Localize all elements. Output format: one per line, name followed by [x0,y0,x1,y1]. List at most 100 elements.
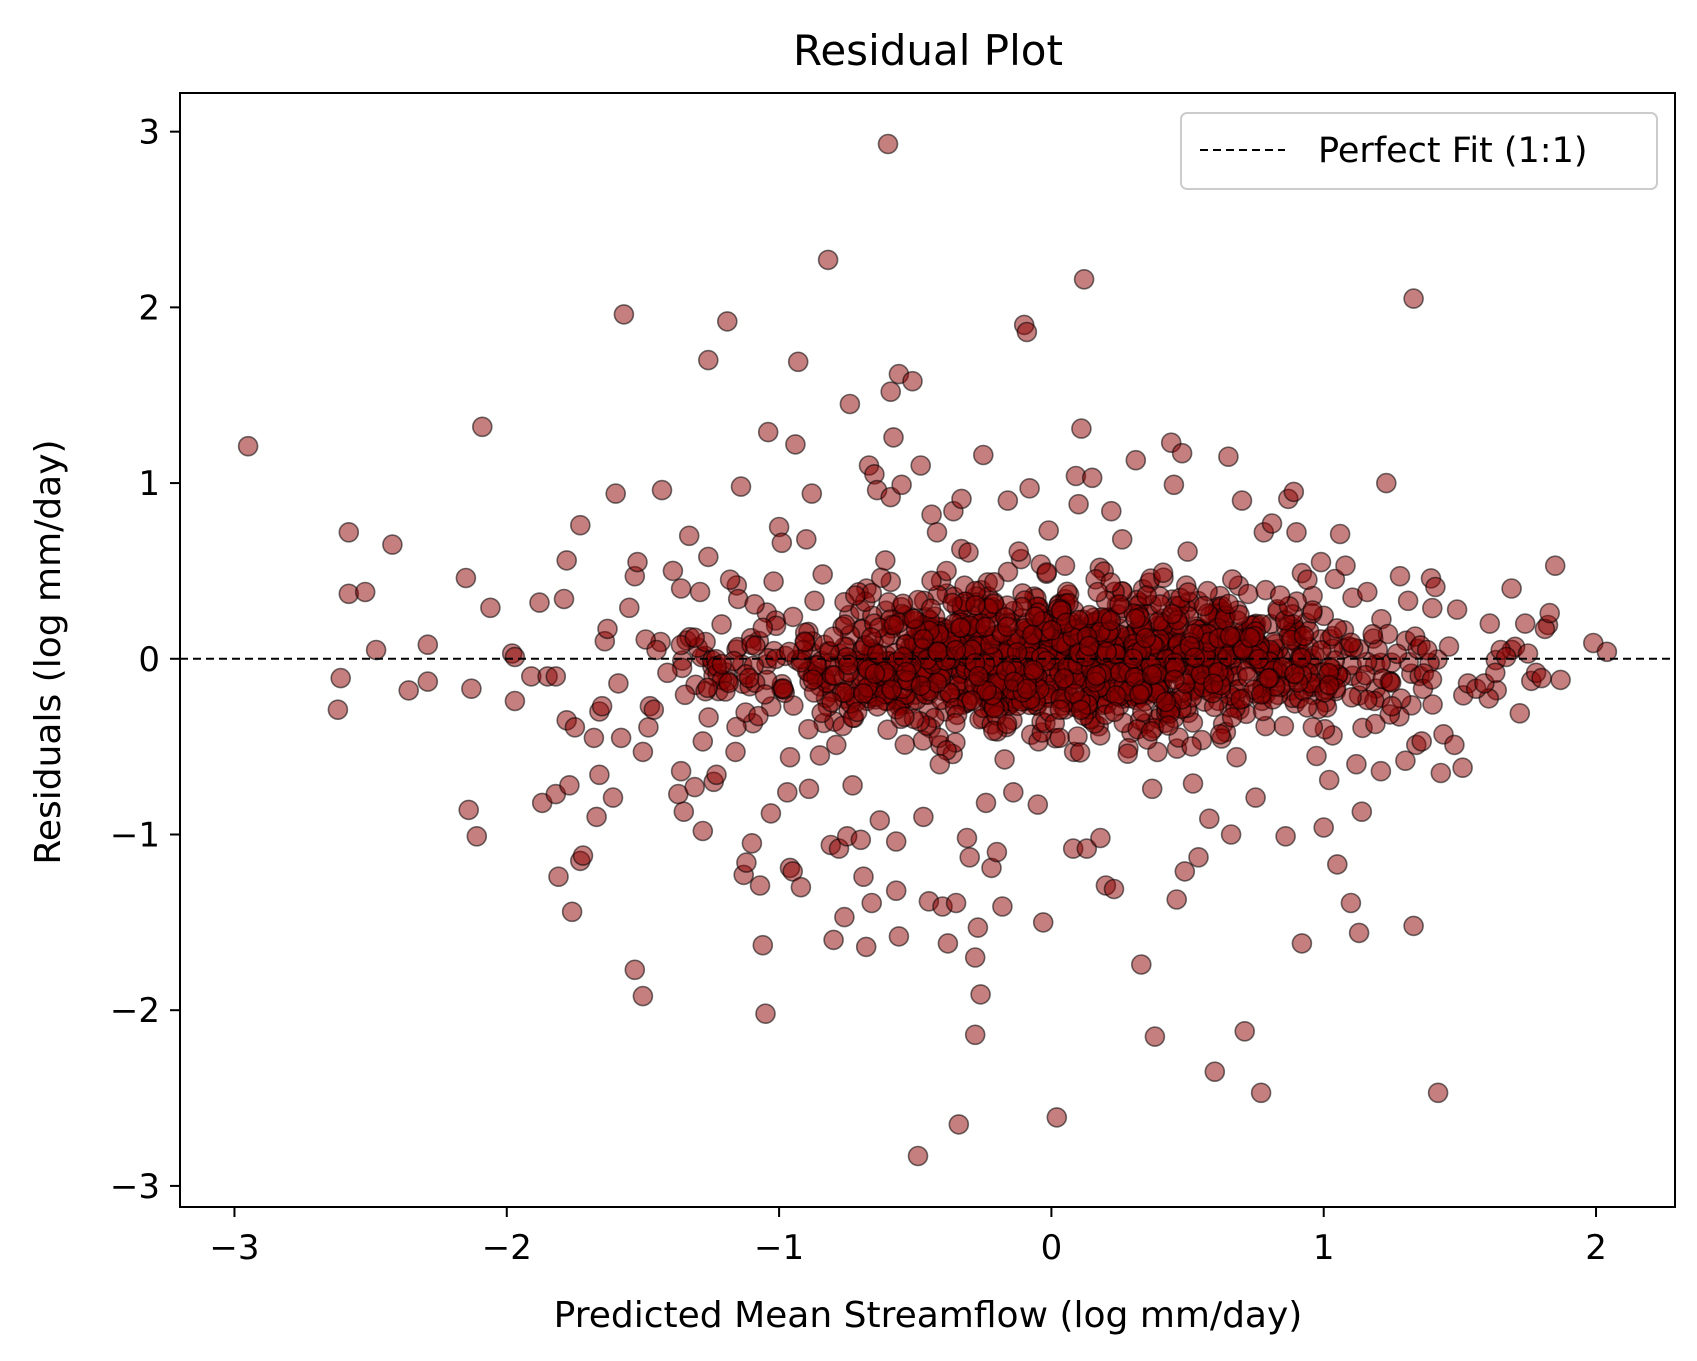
scatter-point [1346,753,1367,775]
scatter-point [692,731,714,752]
y-tick-label: −2 [110,991,160,1031]
scatter-point [850,829,872,851]
scatter-point [1024,606,1046,627]
scatter-point [1310,639,1332,661]
scatter-point [1193,595,1215,617]
x-tick-label: 2 [1585,1228,1607,1268]
scatter-point [706,764,727,786]
scatter-point [382,534,403,555]
scatter-point [1261,513,1283,534]
scatter-point [398,680,420,701]
scatter-point [1258,668,1279,689]
scatter-point [1071,418,1092,439]
scatter-point [1155,691,1177,713]
scatter-point [951,488,972,510]
scatter-point [1234,1021,1255,1042]
scatter-point [1370,760,1392,782]
scatter-point [1389,565,1411,587]
scatter-point [895,661,917,683]
scatter-point [748,705,769,727]
scatter-point [1306,745,1327,767]
scatter-point [1452,757,1473,779]
scatter-point [1596,641,1618,663]
scatter-point [613,304,635,325]
scatter-point [825,734,847,756]
scatter-point [1348,922,1370,944]
scatter-point [1171,442,1193,464]
scatter-point [643,699,665,721]
scatter-point [1164,669,1185,691]
scatter-point [907,1145,929,1167]
scatter-point [763,571,784,592]
scatter-point [877,719,898,741]
x-tick-label: 1 [1313,1228,1335,1268]
scatter-point [569,514,591,536]
scatter-point [910,455,932,476]
scatter-point [778,641,800,663]
scatter-point [1218,446,1239,468]
scatter-point [1049,727,1070,749]
scatter-point [605,483,627,504]
scatter-point [1403,288,1424,309]
scatter-point [591,695,613,717]
scatter-point [948,1114,970,1135]
scatter-point [785,434,806,455]
scatter-point [1078,635,1100,657]
scatter-point [1310,551,1332,573]
scatter-point [632,741,654,763]
scatter-point [1109,594,1130,615]
chart-title: Residual Plot [793,26,1063,75]
scatter-point [945,639,967,661]
scatter-point [842,774,863,796]
scatter-point [1002,781,1024,803]
scatter-point [967,917,989,938]
scatter-point [237,435,259,457]
scatter-point [975,616,996,638]
y-tick-label: 1 [138,464,160,504]
scatter-point [1218,593,1239,615]
scatter-point [888,926,910,947]
scatter-point [1422,694,1443,715]
scatter-point [1023,659,1044,681]
scatter-point [1446,599,1468,620]
y-axis-ticks: −3 −2 −1 0 1 2 3 [110,113,180,1207]
scatter-point [1411,731,1432,752]
scatter-point [1087,581,1108,603]
scatter-point [716,311,738,332]
scatter-point [794,631,816,652]
legend-box [1180,112,1658,190]
scatter-point [1539,602,1560,624]
scatter-point [874,550,896,571]
scatter-point [1141,778,1163,800]
scatter-point [894,734,916,755]
scatter-point [936,560,957,582]
scatter-point [877,133,899,155]
scatter-point [1070,699,1092,721]
scatter-point [779,746,801,768]
scatter-point [1177,582,1199,603]
scatter-point [1158,715,1179,736]
scatter-point [1188,846,1209,868]
scatter-point [1053,668,1075,689]
scatter-point [1073,268,1095,290]
scatter-point [1041,619,1062,641]
scatter-point [689,581,711,603]
scatter-point [1362,623,1383,645]
scatter-point [670,578,692,599]
scatter-point [834,906,855,928]
scatter-point [790,876,812,898]
x-tick-label: 0 [1041,1228,1063,1268]
scatter-point [697,677,719,699]
scatter-point [662,560,684,582]
scatter-point [1403,915,1424,937]
x-tick-label: −2 [482,1228,532,1268]
scatter-point [624,959,646,981]
scatter-point [673,801,695,823]
scatter-point [1324,568,1346,590]
scatter-point [823,929,844,951]
scatter-point [822,626,844,648]
scatter-point [583,727,605,749]
scatter-point [1090,827,1111,849]
scatter-point [853,683,874,704]
scatter-point [812,564,834,585]
